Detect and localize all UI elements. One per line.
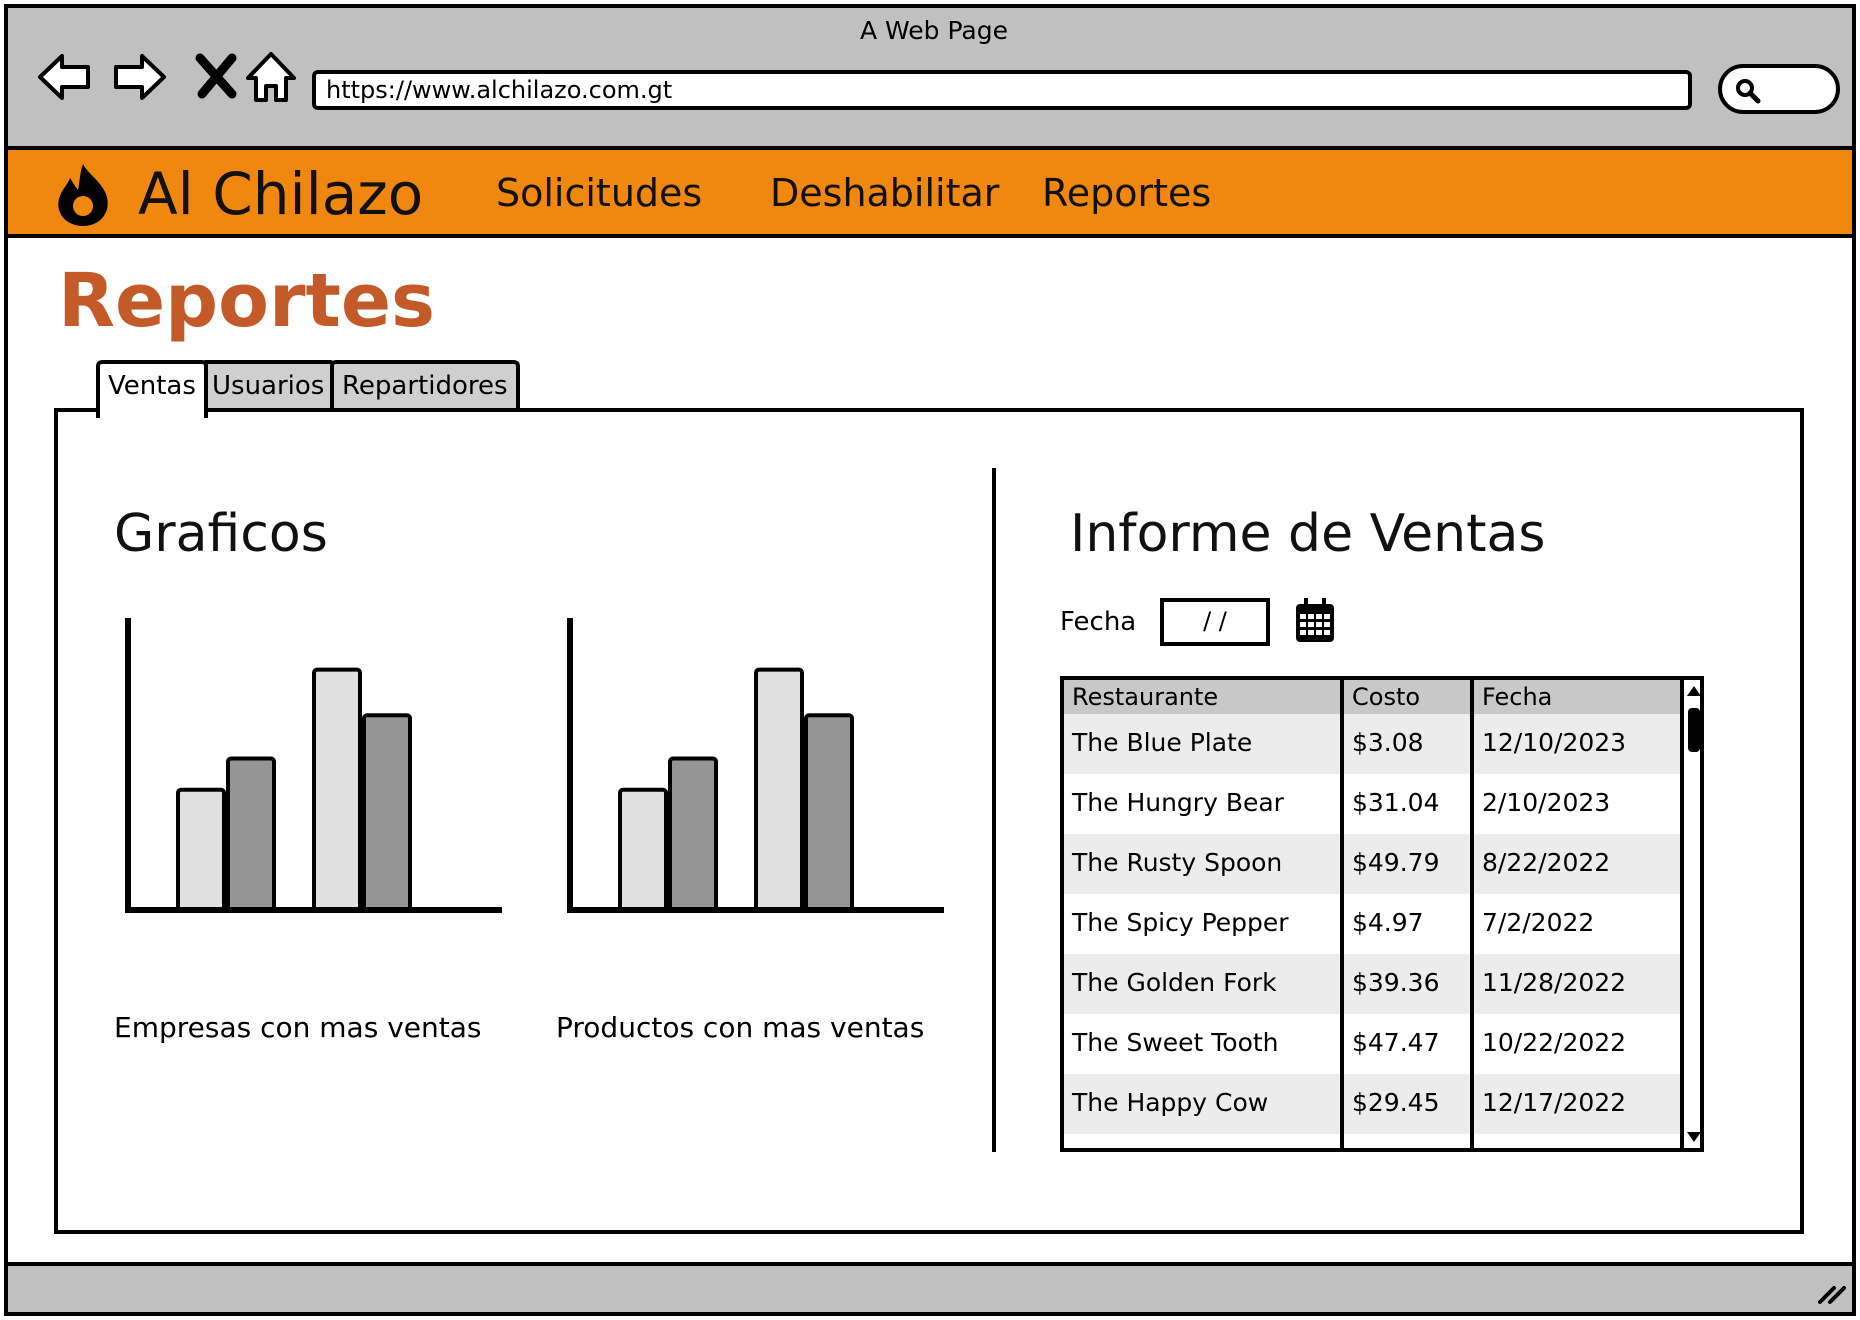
chart-bar — [362, 713, 412, 912]
window-title: A Web Page — [859, 16, 1009, 45]
report-title: Informe de Ventas — [1070, 504, 1546, 564]
browser-search-field[interactable] — [1718, 64, 1840, 114]
table-row[interactable]: The Blue Plate $3.08 12/10/2023 — [1064, 714, 1680, 774]
table-scrollbar[interactable] — [1680, 680, 1704, 1148]
cell-costo: $49.79 — [1352, 848, 1440, 877]
tab-repartidores[interactable]: Repartidores — [330, 360, 520, 412]
cell-costo: $47.47 — [1352, 1028, 1440, 1057]
cell-fecha: 11/28/2022 — [1482, 968, 1627, 997]
cell-fecha: 2/10/2023 — [1482, 788, 1611, 817]
cell-fecha: 7/2/2022 — [1482, 908, 1595, 937]
chart-caption-productos: Productos con mas ventas — [556, 1011, 925, 1044]
search-icon — [1736, 79, 1761, 104]
cell-costo: $39.36 — [1352, 968, 1440, 997]
cell-restaurante: The Golden Fork — [1072, 968, 1277, 997]
cell-restaurante: The Rusty Spoon — [1072, 848, 1283, 877]
chart-empresas — [125, 618, 502, 913]
chart-bar — [668, 756, 718, 912]
sales-table: Restaurante Costo Fecha The Blue Plate $… — [1060, 676, 1704, 1152]
date-input[interactable]: / / — [1160, 598, 1270, 646]
table-row[interactable]: The Hungry Bear $31.04 2/10/2023 — [1064, 774, 1680, 834]
tab-usuarios[interactable]: Usuarios — [200, 360, 337, 412]
scroll-thumb[interactable] — [1688, 708, 1700, 752]
table-row[interactable]: The Sweet Tooth $47.47 10/22/2022 — [1064, 1014, 1680, 1074]
column-divider — [1470, 680, 1474, 1148]
chart-bar — [226, 756, 276, 912]
table-row[interactable]: The Rusty Spoon $49.79 8/22/2022 — [1064, 834, 1680, 894]
chart-bar — [312, 667, 362, 912]
chart-bar — [618, 787, 668, 912]
chart-caption-empresas: Empresas con mas ventas — [114, 1011, 482, 1044]
table-row[interactable]: The Golden Fork $39.36 11/28/2022 — [1064, 954, 1680, 1014]
close-icon[interactable] — [186, 46, 248, 108]
status-bar — [4, 1262, 1856, 1316]
section-divider — [992, 468, 996, 1152]
column-header-restaurante[interactable]: Restaurante — [1064, 680, 1344, 714]
cell-restaurante: The Blue Plate — [1072, 728, 1253, 757]
nav-link-solicitudes[interactable]: Solicitudes — [496, 171, 703, 215]
cell-fecha: 8/22/2022 — [1482, 848, 1611, 877]
flame-icon — [58, 164, 108, 226]
chart-bar — [804, 713, 854, 912]
page-title: Reportes — [58, 258, 436, 344]
cell-fecha: 12/17/2022 — [1482, 1088, 1627, 1117]
date-label: Fecha — [1060, 607, 1137, 637]
cell-restaurante: The Sweet Tooth — [1072, 1028, 1279, 1057]
chart-bar — [176, 787, 226, 912]
scroll-up-arrow-icon[interactable] — [1684, 682, 1704, 700]
tab-panel-ventas: Graficos Empresas con mas ventas Product… — [54, 408, 1804, 1234]
forward-arrow-icon[interactable] — [108, 46, 170, 108]
cell-costo: $3.08 — [1352, 728, 1424, 757]
chart-productos — [567, 618, 944, 913]
tab-ventas[interactable]: Ventas — [96, 360, 208, 418]
nav-link-deshabilitar[interactable]: Deshabilitar — [770, 171, 1000, 215]
table-row[interactable]: The Happy Cow $29.45 12/17/2022 — [1064, 1074, 1680, 1134]
brand-name[interactable]: Al Chilazo — [138, 160, 424, 228]
cell-fecha: 10/22/2022 — [1482, 1028, 1627, 1057]
column-header-costo[interactable]: Costo — [1344, 680, 1474, 714]
cell-costo: $31.04 — [1352, 788, 1440, 817]
scroll-down-arrow-icon[interactable] — [1684, 1128, 1704, 1146]
table-row[interactable]: The Spicy Pepper $4.97 7/2/2022 — [1064, 894, 1680, 954]
site-navbar: Al Chilazo Solicitudes Deshabilitar Repo… — [4, 146, 1856, 238]
back-arrow-icon[interactable] — [34, 46, 96, 108]
url-input[interactable]: https://www.alchilazo.com.gt — [312, 70, 1692, 110]
cell-restaurante: The Spicy Pepper — [1072, 908, 1289, 937]
cell-fecha: 12/10/2023 — [1482, 728, 1627, 757]
charts-title: Graficos — [114, 504, 328, 564]
cell-costo: $4.97 — [1352, 908, 1424, 937]
calendar-icon[interactable] — [1294, 598, 1336, 644]
column-divider — [1340, 680, 1344, 1148]
browser-toolbar: A Web Page https://www.alchilazo.com.gt — [4, 4, 1856, 146]
resize-grip-icon[interactable] — [1816, 1278, 1850, 1306]
cell-restaurante: The Happy Cow — [1072, 1088, 1269, 1117]
cell-costo: $29.45 — [1352, 1088, 1440, 1117]
home-icon[interactable] — [240, 46, 302, 108]
nav-link-reportes[interactable]: Reportes — [1042, 171, 1212, 215]
cell-restaurante: The Hungry Bear — [1072, 788, 1284, 817]
column-header-fecha[interactable]: Fecha — [1474, 680, 1680, 714]
chart-bar — [754, 667, 804, 912]
page-content: Reportes — [4, 238, 1856, 1264]
